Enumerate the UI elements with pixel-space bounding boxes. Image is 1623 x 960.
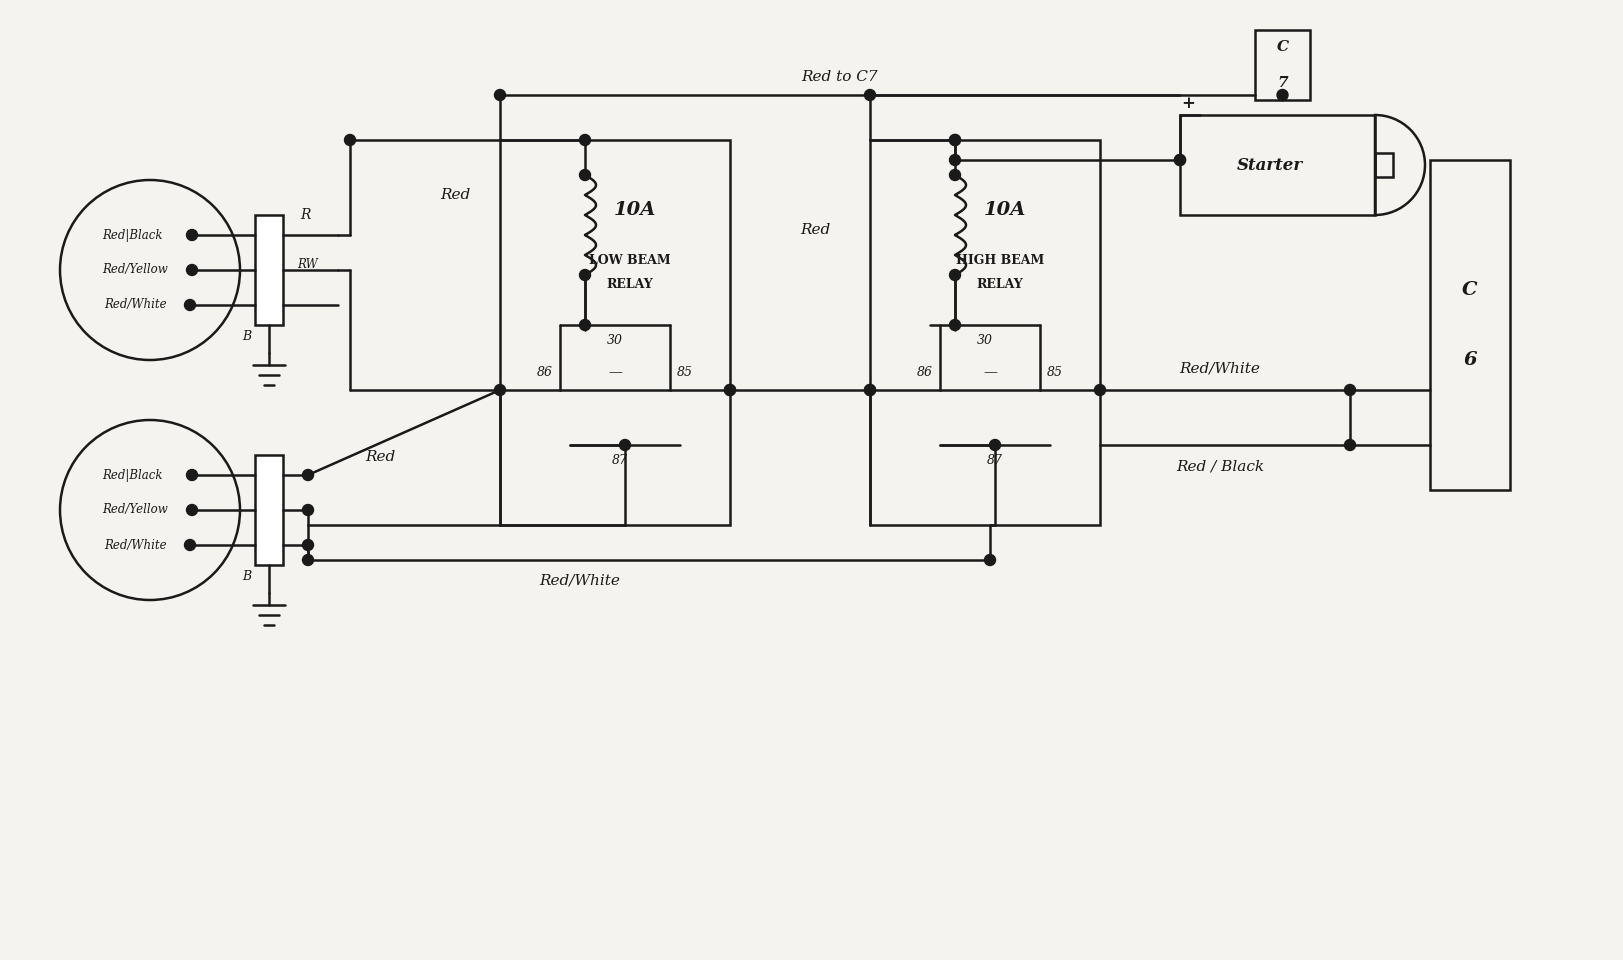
Text: Red|Black: Red|Black bbox=[102, 468, 162, 482]
Text: RELAY: RELAY bbox=[975, 278, 1022, 292]
Bar bbox=[255, 215, 282, 325]
Circle shape bbox=[984, 555, 995, 565]
Text: 86: 86 bbox=[917, 366, 933, 378]
Circle shape bbox=[185, 540, 195, 550]
Circle shape bbox=[724, 385, 735, 396]
Circle shape bbox=[949, 170, 959, 180]
Bar bbox=[500, 140, 730, 525]
Circle shape bbox=[949, 320, 959, 330]
Circle shape bbox=[579, 170, 591, 180]
Text: —: — bbox=[982, 365, 997, 379]
Circle shape bbox=[187, 229, 198, 241]
Bar bbox=[1180, 115, 1375, 215]
Text: Red: Red bbox=[365, 450, 394, 464]
Text: Red|Black: Red|Black bbox=[102, 228, 162, 242]
Circle shape bbox=[579, 134, 591, 146]
Text: C: C bbox=[1461, 281, 1477, 299]
Text: B: B bbox=[242, 330, 252, 344]
Text: 87: 87 bbox=[612, 453, 628, 467]
Circle shape bbox=[579, 270, 591, 280]
Text: —: — bbox=[607, 365, 622, 379]
Circle shape bbox=[1276, 89, 1287, 101]
Bar bbox=[255, 455, 282, 565]
Text: Red/White: Red/White bbox=[104, 539, 166, 551]
Text: Red / Black: Red / Black bbox=[1175, 460, 1263, 474]
Circle shape bbox=[302, 540, 313, 550]
Circle shape bbox=[949, 134, 959, 146]
Circle shape bbox=[187, 505, 198, 516]
Circle shape bbox=[579, 320, 591, 330]
Circle shape bbox=[187, 469, 198, 481]
Text: 85: 85 bbox=[1047, 366, 1063, 378]
Text: +: + bbox=[1180, 94, 1195, 111]
Text: Red: Red bbox=[800, 223, 829, 237]
Circle shape bbox=[863, 385, 875, 396]
Text: 10A: 10A bbox=[984, 201, 1026, 219]
Circle shape bbox=[1173, 155, 1185, 165]
Circle shape bbox=[187, 265, 198, 276]
Circle shape bbox=[988, 440, 1000, 450]
Bar bbox=[1430, 160, 1509, 490]
Circle shape bbox=[302, 505, 313, 516]
Circle shape bbox=[1094, 385, 1105, 396]
Text: 6: 6 bbox=[1462, 351, 1475, 369]
Bar bbox=[870, 140, 1099, 525]
Text: HIGH BEAM: HIGH BEAM bbox=[956, 253, 1044, 267]
Text: Red/White: Red/White bbox=[539, 573, 620, 587]
Circle shape bbox=[863, 89, 875, 101]
Circle shape bbox=[618, 440, 630, 450]
Text: Starter: Starter bbox=[1237, 156, 1302, 174]
Text: 30: 30 bbox=[977, 333, 992, 347]
Circle shape bbox=[724, 385, 735, 396]
Circle shape bbox=[1344, 385, 1355, 396]
Circle shape bbox=[949, 134, 959, 146]
Bar bbox=[1375, 153, 1393, 177]
Circle shape bbox=[302, 469, 313, 481]
Circle shape bbox=[1344, 440, 1355, 450]
Circle shape bbox=[1173, 155, 1185, 165]
Text: 85: 85 bbox=[677, 366, 693, 378]
Text: Red/Yellow: Red/Yellow bbox=[102, 503, 167, 516]
Circle shape bbox=[302, 555, 313, 565]
Text: Red/White: Red/White bbox=[104, 299, 166, 311]
Text: Red/Yellow: Red/Yellow bbox=[102, 263, 167, 276]
Circle shape bbox=[493, 89, 505, 101]
Text: 10A: 10A bbox=[613, 201, 656, 219]
Text: Red/White: Red/White bbox=[1178, 361, 1259, 375]
Text: R: R bbox=[300, 208, 310, 222]
Text: Red: Red bbox=[440, 188, 469, 202]
Circle shape bbox=[949, 270, 959, 280]
Text: 87: 87 bbox=[987, 453, 1003, 467]
Circle shape bbox=[493, 385, 505, 396]
Text: RW: RW bbox=[297, 258, 318, 272]
Text: LOW BEAM: LOW BEAM bbox=[589, 253, 670, 267]
Text: Red to C7: Red to C7 bbox=[802, 70, 878, 84]
Text: 7: 7 bbox=[1276, 76, 1287, 90]
Text: 86: 86 bbox=[537, 366, 553, 378]
Text: B: B bbox=[242, 570, 252, 584]
Circle shape bbox=[949, 155, 959, 165]
Bar bbox=[1255, 30, 1310, 100]
Circle shape bbox=[185, 300, 195, 310]
Text: RELAY: RELAY bbox=[607, 278, 652, 292]
Text: C: C bbox=[1276, 40, 1287, 54]
Text: 30: 30 bbox=[607, 333, 623, 347]
Circle shape bbox=[863, 385, 875, 396]
Circle shape bbox=[344, 134, 355, 146]
